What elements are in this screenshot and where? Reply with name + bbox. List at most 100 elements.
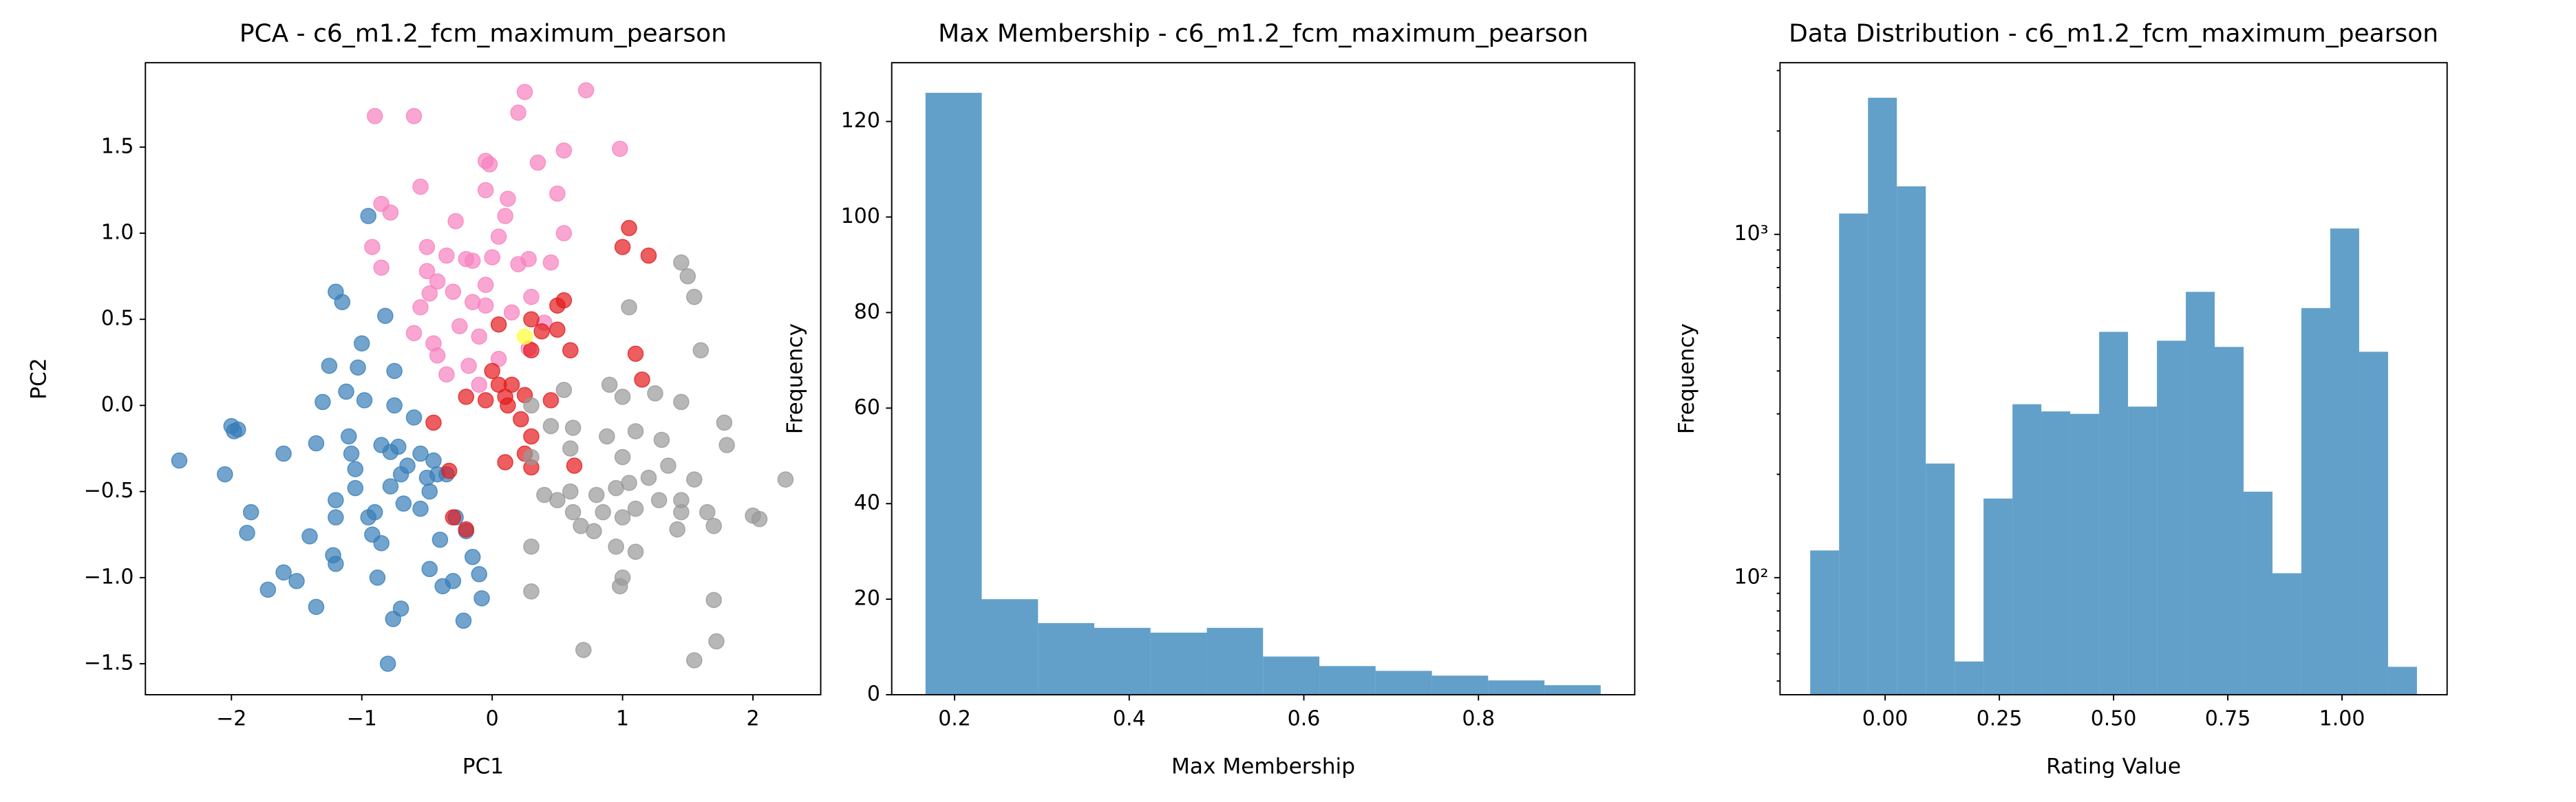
histogram-bar xyxy=(2272,573,2301,695)
scatter-point xyxy=(529,154,546,171)
scatter-point xyxy=(464,252,481,269)
y-axis-label: Frequency xyxy=(1674,323,1699,434)
scatter-point xyxy=(445,283,462,300)
scatter-point xyxy=(516,83,533,100)
scatter-point xyxy=(341,428,357,445)
histogram-bar xyxy=(2387,666,2417,695)
histogram-bar xyxy=(1488,680,1545,695)
scatter-point xyxy=(542,392,560,409)
scatter-point xyxy=(523,583,540,600)
scatter-point xyxy=(599,428,615,445)
scatter-point xyxy=(328,492,344,508)
scatter-point xyxy=(679,268,696,285)
scatter-point xyxy=(405,108,423,124)
x-tick-label: 0.8 xyxy=(1462,707,1495,731)
scatter-point xyxy=(612,578,628,595)
scatter-point xyxy=(577,82,595,98)
y-tick-label: 20 xyxy=(854,587,880,611)
scatter-point xyxy=(627,500,644,517)
histogram-bar xyxy=(1038,622,1095,695)
y-tick-label: 1.5 xyxy=(101,134,134,158)
y-tick-label: −1.0 xyxy=(84,565,134,589)
scatter-point xyxy=(627,423,644,440)
x-axis-label: Max Membership xyxy=(1171,755,1355,779)
scatter-point xyxy=(627,543,644,560)
scatter-point xyxy=(392,600,409,617)
y-tick-label: 60 xyxy=(854,395,880,420)
y-tick-label: 10² xyxy=(1734,565,1769,589)
scatter-point xyxy=(477,277,494,293)
scatter-point xyxy=(455,612,472,629)
scatter-point xyxy=(418,239,436,255)
scatter-point xyxy=(777,471,794,488)
scatter-point xyxy=(353,335,370,352)
histogram-bar xyxy=(2157,340,2186,695)
scatter-point xyxy=(366,503,383,521)
histogram-bar xyxy=(1955,661,1984,695)
scatter-point xyxy=(347,461,364,477)
scatter-point xyxy=(562,440,579,457)
scatter-point xyxy=(369,570,386,586)
scatter-point xyxy=(481,156,498,173)
scatter-point xyxy=(523,397,540,414)
scatter-point xyxy=(217,466,233,483)
scatter-point xyxy=(640,247,657,264)
x-tick-label: 1.00 xyxy=(2319,707,2365,731)
scatter-point xyxy=(621,219,637,237)
y-axis-label: PC2 xyxy=(27,358,52,399)
scatter-point xyxy=(390,438,407,455)
histogram-bar xyxy=(1897,186,1926,695)
scatter-point xyxy=(364,239,381,255)
scatter-point xyxy=(562,342,579,359)
scatter-point xyxy=(562,483,579,500)
scatter-point xyxy=(608,538,624,555)
scatter-point xyxy=(377,307,394,324)
histogram-bar xyxy=(1839,213,1869,695)
histogram-bar xyxy=(2128,407,2158,695)
x-tick-label: 0.6 xyxy=(1288,707,1321,731)
scatter-point xyxy=(328,283,344,300)
scatter-point xyxy=(612,140,628,158)
histogram-bar xyxy=(2099,332,2129,695)
scatter-point xyxy=(542,254,560,271)
scatter-point xyxy=(686,652,703,669)
scatter-point xyxy=(705,517,722,534)
scatter-point xyxy=(405,409,423,426)
scatter-point xyxy=(601,376,618,393)
scatter-point xyxy=(473,590,490,607)
scatter-point xyxy=(429,273,446,290)
scatter-point xyxy=(595,503,611,521)
scatter-point xyxy=(412,445,429,462)
scatter-point xyxy=(621,299,637,316)
x-tick-label: 2 xyxy=(746,707,759,731)
scatter-point xyxy=(373,259,390,276)
y-axis-label: Frequency xyxy=(783,323,808,434)
scatter-point xyxy=(523,538,540,555)
scatter-point xyxy=(230,421,246,438)
scatter-point xyxy=(438,366,455,383)
scatter-point xyxy=(533,323,550,340)
scatter-point xyxy=(360,208,376,224)
histogram-bar xyxy=(1094,627,1151,695)
subplot: 0.00 0.25 0.50 0.75 1.00 10² 10³ Data Distribut… xyxy=(1674,19,2448,779)
y-tick-label: 120 xyxy=(841,109,880,133)
scatter-point xyxy=(356,392,373,409)
scatter-point xyxy=(471,566,487,583)
scatter-point xyxy=(421,285,438,302)
y-tick-label: 0.5 xyxy=(101,307,134,331)
scatter-point xyxy=(308,435,325,452)
histogram-bar xyxy=(1868,98,1897,695)
scatter-point xyxy=(484,362,500,380)
scatter-point xyxy=(445,509,462,525)
histogram-bar xyxy=(981,599,1039,695)
scatter-point xyxy=(542,418,560,435)
histogram-bar xyxy=(1983,498,2013,695)
axes-frame xyxy=(891,62,1636,696)
scatter-point xyxy=(395,495,412,512)
scatter-point xyxy=(586,523,602,539)
scatter-point xyxy=(438,247,455,264)
scatter-point xyxy=(477,297,494,314)
scatter-point xyxy=(564,420,582,436)
scatter-point xyxy=(510,105,526,121)
